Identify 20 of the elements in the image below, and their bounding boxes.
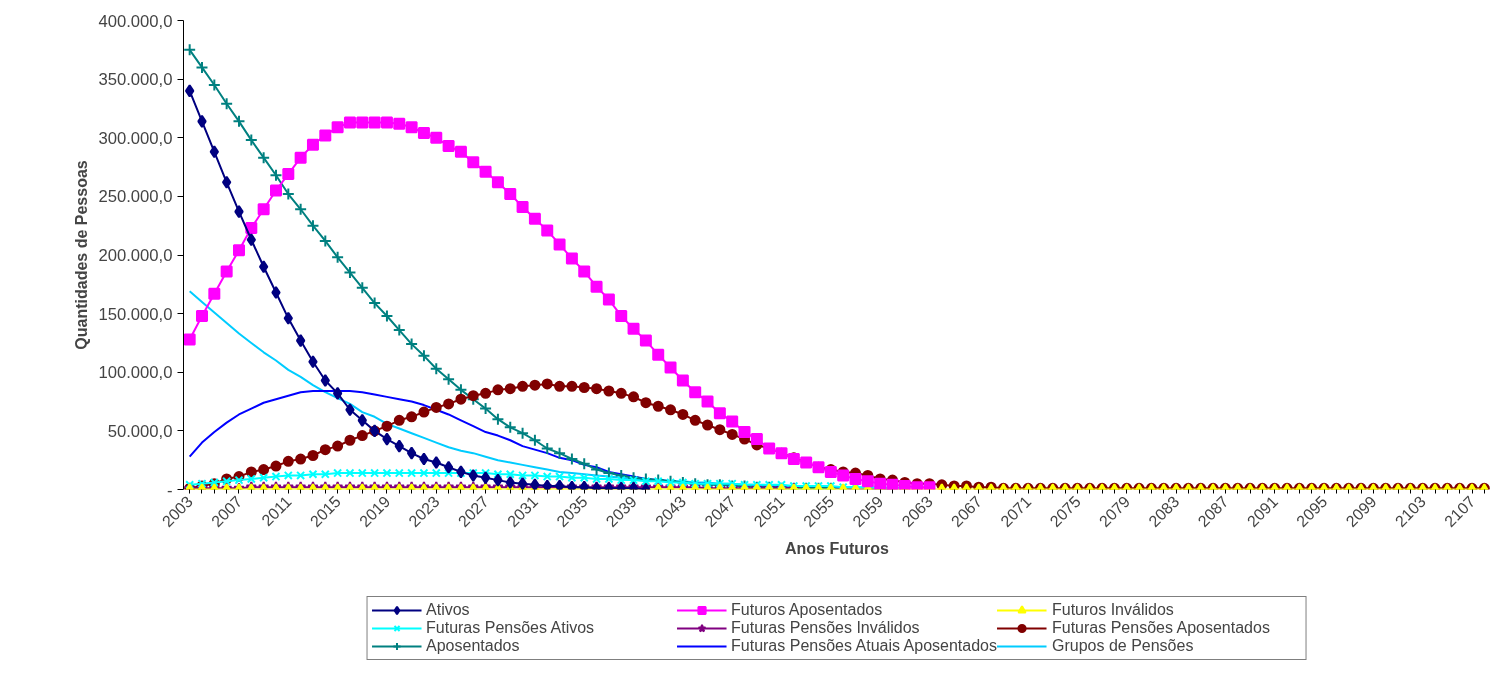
y-tick-label: 100.000,0 bbox=[98, 363, 173, 383]
y-tick-label: 350.000,0 bbox=[98, 70, 173, 90]
legend-label: Futuros Inválidos bbox=[1051, 600, 1175, 619]
y-tick-label: 150.000,0 bbox=[98, 304, 173, 324]
y-tick-label: 200.000,0 bbox=[98, 246, 173, 265]
legend-label: Futuras Pensões Atuais Aposentados bbox=[731, 636, 997, 655]
legend-label: Futuras Pensões Ativos bbox=[426, 618, 596, 637]
y-axis-title: Quantidades de Pessoas bbox=[73, 160, 91, 350]
x-axis-title: Anos Futuros bbox=[785, 540, 890, 558]
legend-label: Grupos de Pensões bbox=[1051, 636, 1195, 655]
legend-label: Futuras Pensões Aposentados bbox=[1051, 618, 1271, 637]
y-tick-label: 50.000,0 bbox=[107, 421, 173, 441]
y-tick-label: 250.000,0 bbox=[98, 187, 173, 207]
legend-label: Futuros Aposentados bbox=[731, 600, 884, 619]
y-tick-label: - bbox=[166, 480, 173, 500]
y-tick-label: 400.000,0 bbox=[98, 11, 173, 31]
legend-label: Aposentados bbox=[426, 636, 521, 655]
y-tick-label: 300.000,0 bbox=[98, 128, 173, 148]
legend-label: Ativos bbox=[426, 600, 471, 619]
legend-label: Futuras Pensões Inválidos bbox=[731, 618, 921, 637]
